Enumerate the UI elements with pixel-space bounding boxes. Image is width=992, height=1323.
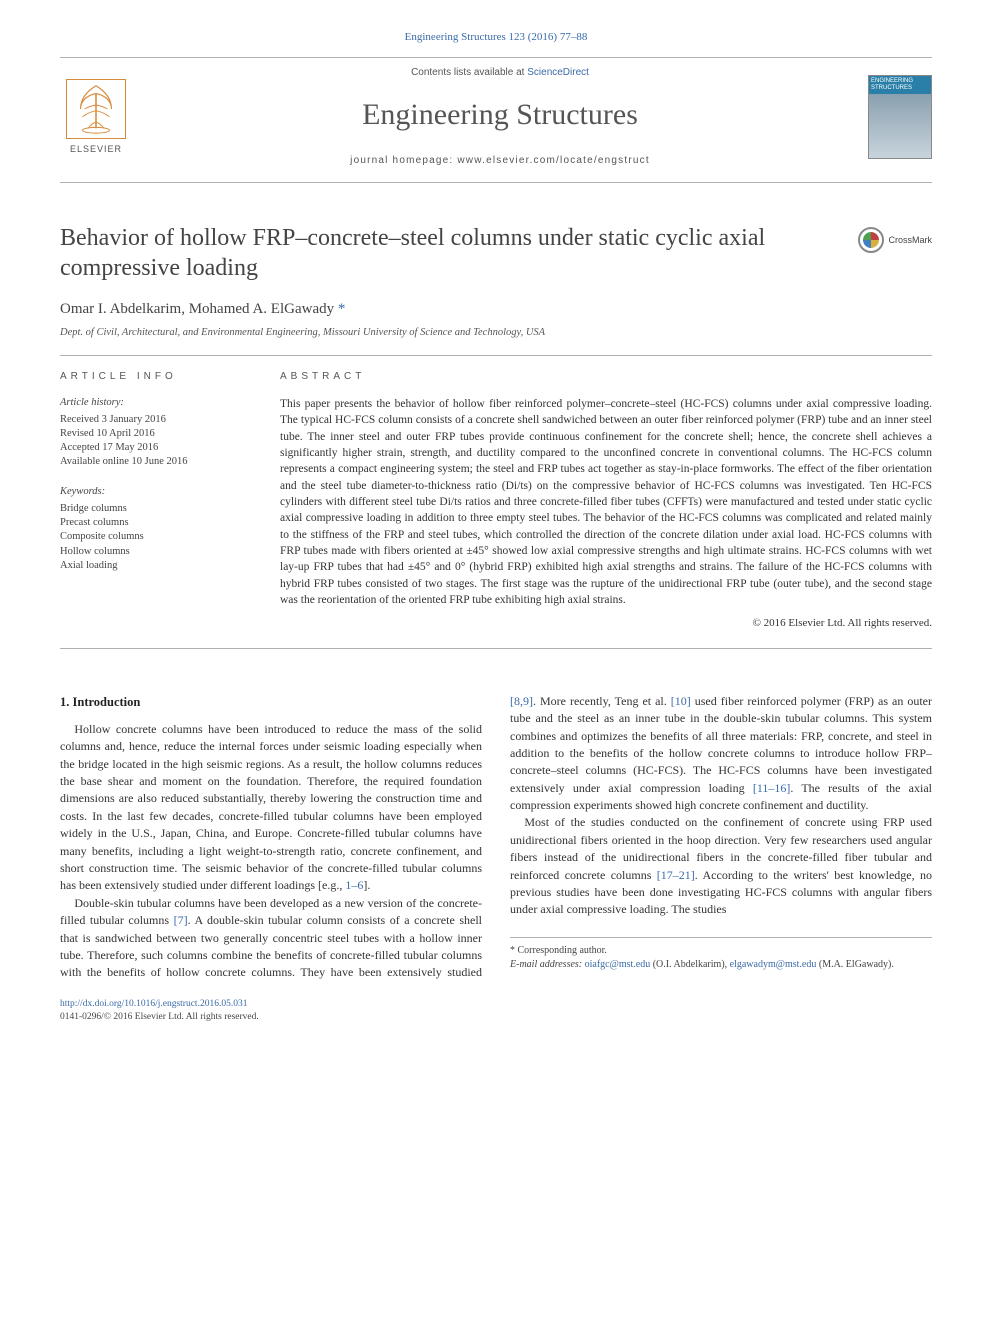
keyword: Axial loading	[60, 559, 252, 573]
body-text: used fiber reinforced polymer (FRP) as a…	[510, 694, 932, 795]
abstract-col: abstract This paper presents the behavio…	[280, 370, 932, 632]
elsevier-wordmark: ELSEVIER	[70, 143, 122, 156]
article-info-head: article info	[60, 370, 252, 384]
body-two-column: 1. Introduction Hollow concrete columns …	[60, 693, 932, 982]
history-accepted: Accepted 17 May 2016	[60, 441, 252, 455]
elsevier-tree-icon	[66, 79, 126, 139]
author-line: Omar I. Abdelkarim, Mohamed A. ElGawady …	[60, 299, 932, 320]
abstract-head: abstract	[280, 370, 932, 384]
body-text: ].	[363, 878, 370, 892]
email-label: E-mail addresses:	[510, 959, 582, 970]
author-email[interactable]: elgawadym@mst.edu	[730, 959, 817, 970]
author-email-name: (M.A. ElGawady).	[819, 959, 894, 970]
abstract-text: This paper presents the behavior of holl…	[280, 396, 932, 608]
page-footer: http://dx.doi.org/10.1016/j.engstruct.20…	[60, 998, 932, 1024]
meta-row: article info Article history: Received 3…	[60, 355, 932, 649]
affiliation: Dept. of Civil, Architectural, and Envir…	[60, 326, 932, 341]
citation-line: Engineering Structures 123 (2016) 77–88	[60, 30, 932, 45]
title-block: CrossMark Behavior of hollow FRP–concret…	[60, 223, 932, 283]
history-online: Available online 10 June 2016	[60, 455, 252, 469]
history-revised: Revised 10 April 2016	[60, 427, 252, 441]
author-names: Omar I. Abdelkarim, Mohamed A. ElGawady	[60, 301, 334, 317]
email-line: E-mail addresses: oiafgc@mst.edu (O.I. A…	[510, 958, 932, 972]
body-text: . More recently, Teng et al.	[533, 694, 671, 708]
citation-ref[interactable]: [11–16]	[753, 781, 791, 795]
paper-title: Behavior of hollow FRP–concrete–steel co…	[60, 223, 932, 283]
body-paragraph: Hollow concrete columns have been introd…	[60, 721, 482, 895]
body-text: Hollow concrete columns have been introd…	[60, 722, 482, 893]
keyword: Composite columns	[60, 530, 252, 544]
journal-center: Contents lists available at ScienceDirec…	[148, 66, 852, 168]
footnote-block: * Corresponding author. E-mail addresses…	[510, 937, 932, 972]
corresponding-note: * Corresponding author.	[510, 944, 932, 958]
keyword: Hollow columns	[60, 545, 252, 559]
corresponding-marker: *	[338, 301, 346, 317]
issn-copyright: 0141-0296/© 2016 Elsevier Ltd. All right…	[60, 1012, 259, 1022]
crossmark-label: CrossMark	[888, 234, 932, 247]
keyword: Bridge columns	[60, 502, 252, 516]
article-info-col: article info Article history: Received 3…	[60, 370, 252, 632]
sciencedirect-link[interactable]: ScienceDirect	[527, 67, 589, 78]
doi-link[interactable]: http://dx.doi.org/10.1016/j.engstruct.20…	[60, 999, 247, 1009]
journal-title: Engineering Structures	[148, 94, 852, 136]
author-email-name: (O.I. Abdelkarim),	[653, 959, 727, 970]
crossmark-badge[interactable]: CrossMark	[858, 227, 932, 253]
journal-homepage: journal homepage: www.elsevier.com/locat…	[148, 154, 852, 168]
journal-header: ELSEVIER Contents lists available at Sci…	[60, 57, 932, 183]
section-heading: 1. Introduction	[60, 693, 482, 711]
author-email[interactable]: oiafgc@mst.edu	[585, 959, 651, 970]
cover-label: ENGINEERING STRUCTURES	[871, 78, 929, 91]
copyright-line: © 2016 Elsevier Ltd. All rights reserved…	[280, 616, 932, 631]
keywords-head: Keywords:	[60, 485, 252, 500]
citation-ref[interactable]: [8,9]	[510, 694, 533, 708]
contents-prefix: Contents lists available at	[411, 67, 527, 78]
keyword: Precast columns	[60, 516, 252, 530]
citation-ref[interactable]: [17–21]	[657, 868, 695, 882]
elsevier-logo: ELSEVIER	[60, 79, 132, 156]
crossmark-icon	[858, 227, 884, 253]
history-received: Received 3 January 2016	[60, 413, 252, 427]
citation-ref[interactable]: [7]	[174, 913, 188, 927]
history-head: Article history:	[60, 396, 252, 411]
citation-ref[interactable]: 1–6	[345, 878, 363, 892]
body-paragraph: Most of the studies conducted on the con…	[510, 814, 932, 918]
journal-cover-thumb: ENGINEERING STRUCTURES	[868, 75, 932, 159]
citation-ref[interactable]: [10]	[671, 694, 691, 708]
contents-available-line: Contents lists available at ScienceDirec…	[148, 66, 852, 80]
